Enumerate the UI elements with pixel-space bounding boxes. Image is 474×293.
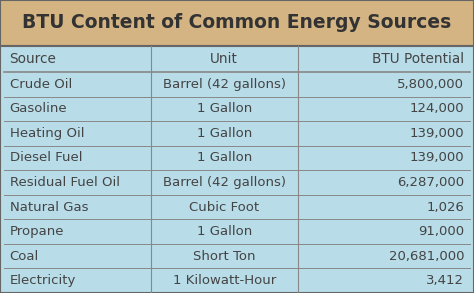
Text: 1 Gallon: 1 Gallon bbox=[197, 151, 252, 164]
Text: Heating Oil: Heating Oil bbox=[9, 127, 84, 140]
Text: 124,000: 124,000 bbox=[410, 102, 465, 115]
Text: 1,026: 1,026 bbox=[427, 200, 465, 214]
Text: Short Ton: Short Ton bbox=[193, 250, 255, 263]
Text: 3,412: 3,412 bbox=[427, 274, 465, 287]
Text: Diesel Fuel: Diesel Fuel bbox=[9, 151, 82, 164]
Text: BTU Content of Common Energy Sources: BTU Content of Common Energy Sources bbox=[22, 13, 452, 33]
Bar bbox=[0, 0, 474, 46]
Text: Electricity: Electricity bbox=[9, 274, 76, 287]
Bar bbox=[0, 46, 474, 293]
Text: Natural Gas: Natural Gas bbox=[9, 200, 88, 214]
Text: 91,000: 91,000 bbox=[418, 225, 465, 238]
Text: Propane: Propane bbox=[9, 225, 64, 238]
Text: BTU Potential: BTU Potential bbox=[372, 52, 465, 66]
Text: 139,000: 139,000 bbox=[410, 151, 465, 164]
Text: Source: Source bbox=[9, 52, 56, 66]
Text: Barrel (42 gallons): Barrel (42 gallons) bbox=[163, 176, 286, 189]
Text: 20,681,000: 20,681,000 bbox=[389, 250, 465, 263]
Text: Barrel (42 gallons): Barrel (42 gallons) bbox=[163, 78, 286, 91]
Text: Residual Fuel Oil: Residual Fuel Oil bbox=[9, 176, 119, 189]
Text: Cubic Foot: Cubic Foot bbox=[189, 200, 259, 214]
Text: Coal: Coal bbox=[9, 250, 39, 263]
Text: 6,287,000: 6,287,000 bbox=[397, 176, 465, 189]
Text: 1 Gallon: 1 Gallon bbox=[197, 225, 252, 238]
Text: Gasoline: Gasoline bbox=[9, 102, 67, 115]
Text: 139,000: 139,000 bbox=[410, 127, 465, 140]
Text: 5,800,000: 5,800,000 bbox=[397, 78, 465, 91]
Text: Unit: Unit bbox=[210, 52, 238, 66]
Text: 1 Gallon: 1 Gallon bbox=[197, 127, 252, 140]
Text: 1 Gallon: 1 Gallon bbox=[197, 102, 252, 115]
Text: Crude Oil: Crude Oil bbox=[9, 78, 72, 91]
Text: 1 Kilowatt-Hour: 1 Kilowatt-Hour bbox=[173, 274, 276, 287]
